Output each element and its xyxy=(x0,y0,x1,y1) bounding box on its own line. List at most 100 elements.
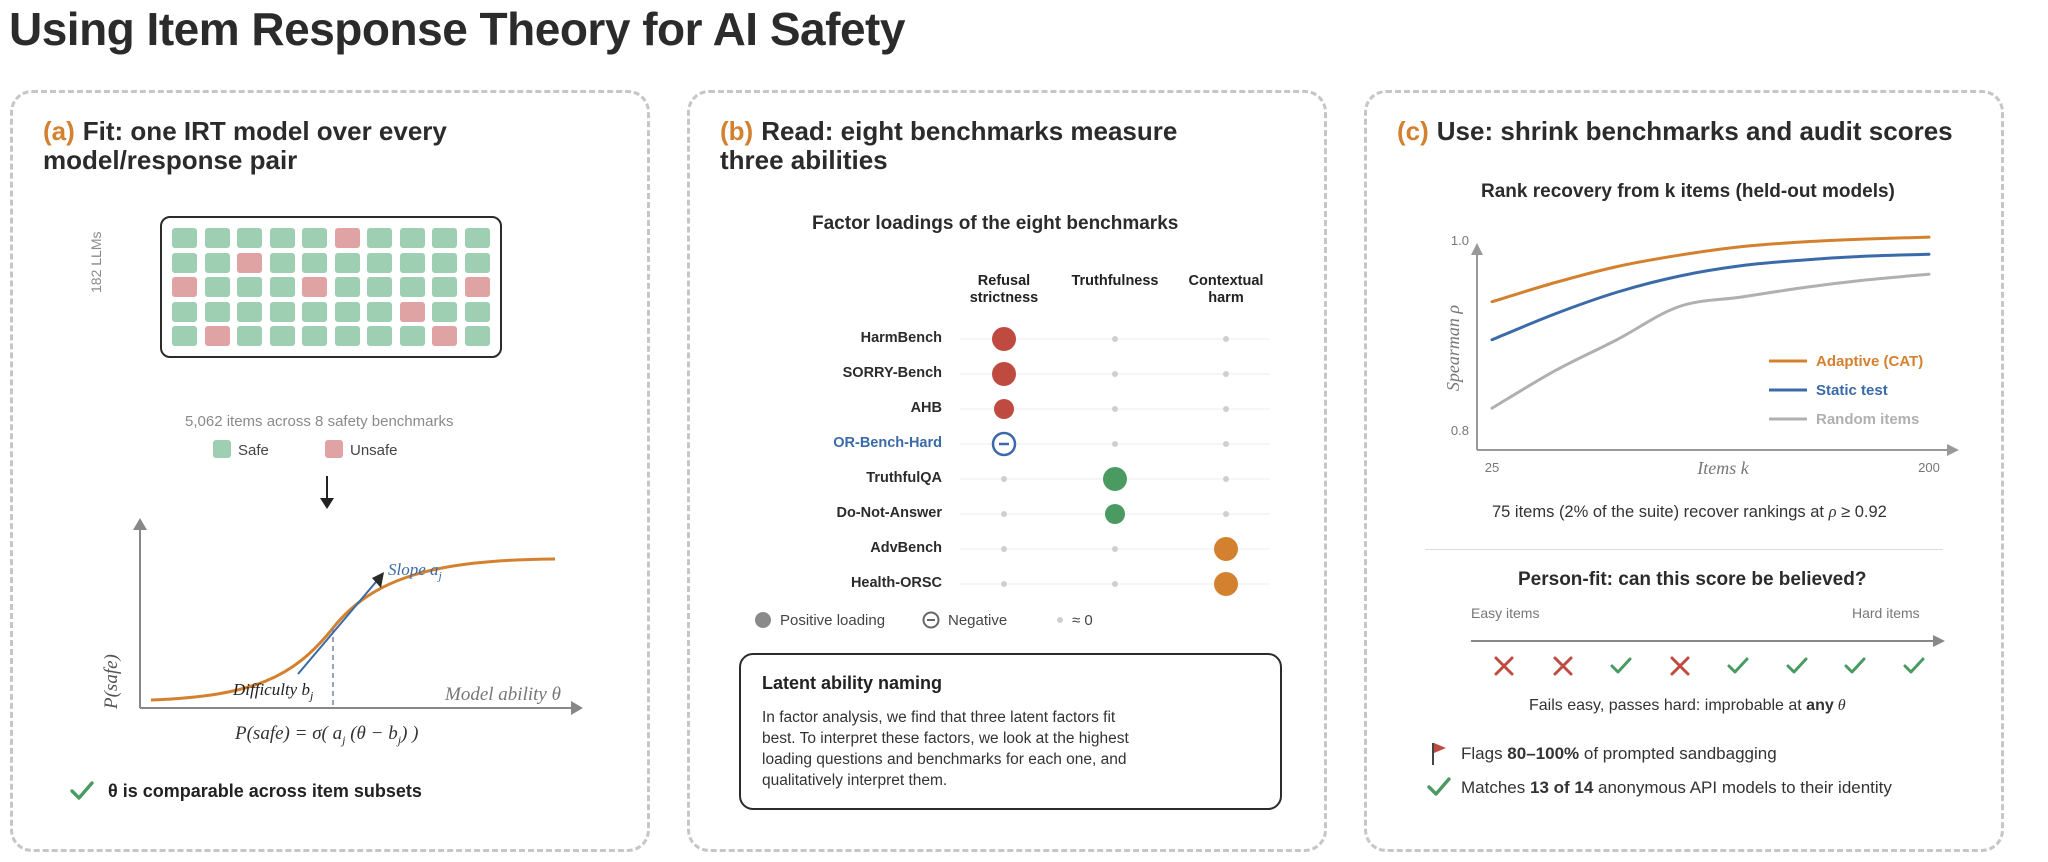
panel-c-title-text: Use: shrink benchmarks and audit scores xyxy=(1436,116,1953,146)
grid-cell-safe xyxy=(399,228,425,248)
y-tick-label: 1.0 xyxy=(1451,233,1469,248)
loading-zero-marker xyxy=(1112,546,1118,552)
grid-cell-unsafe xyxy=(172,277,197,297)
rank-recovery-chart: 1.0 0.8 25 200 Items k Spearman ρ Adaptive (CA… xyxy=(1443,233,1959,478)
legend-negative-label: Negative xyxy=(948,612,1008,629)
flag-icon xyxy=(1432,743,1446,765)
factor-column-header-line1: Contextual xyxy=(1188,273,1264,289)
loading-zero-marker xyxy=(1223,476,1229,482)
grid-cell-unsafe xyxy=(464,277,490,297)
latent-box-line: qualitatively interpret them. xyxy=(762,772,948,789)
rank-caption-post: ≥ 0.92 xyxy=(1836,503,1887,521)
panel-c-title: (c) Use: shrink benchmarks and audit scor… xyxy=(1397,117,1953,146)
x-axis-label: Items k xyxy=(1696,458,1749,478)
factor-column-header: Truthfulness xyxy=(1055,273,1175,290)
grid-cell-safe xyxy=(464,252,490,273)
legend-unsafe-swatch xyxy=(325,440,343,458)
legend-safe-swatch xyxy=(213,440,231,458)
grid-cell-unsafe xyxy=(204,326,230,346)
latent-box-line: loading questions and benchmarks for eac… xyxy=(762,751,1127,768)
benchmark-label: TruthfulQA xyxy=(866,470,942,486)
matrix-caption: 5,062 items across 8 safety benchmarks xyxy=(185,413,454,430)
grid-cell-safe xyxy=(367,277,392,297)
grid-cell-safe xyxy=(399,277,425,297)
series-line xyxy=(1490,252,1931,342)
panel-b-title-line2: three abilities xyxy=(720,145,888,175)
grid-cell-safe xyxy=(432,252,457,273)
x-tick-label: 25 xyxy=(1485,460,1499,475)
grid-cell-safe xyxy=(204,277,230,297)
loadings-markers xyxy=(960,327,1270,596)
icc-x-label: Model ability θ xyxy=(445,684,561,705)
loading-positive-marker xyxy=(1214,537,1238,561)
grid-cell-safe xyxy=(367,252,392,273)
down-arrow-icon xyxy=(320,476,334,509)
formula-sub-b: j xyxy=(397,732,402,747)
pass-check-icon xyxy=(1786,657,1807,674)
pass-check-icon xyxy=(1903,657,1924,674)
loading-zero-marker xyxy=(1001,581,1007,587)
grid-cell-unsafe xyxy=(334,228,360,248)
panel-c-label: (c) xyxy=(1397,116,1429,146)
panel-b-title-line1: Read: eight benchmarks measure xyxy=(761,116,1178,146)
legend-positive-marker xyxy=(755,612,771,628)
fail-x-icon xyxy=(1670,656,1689,676)
section-divider xyxy=(1425,549,1943,550)
loading-zero-marker xyxy=(1112,441,1118,447)
identity-match-pre: Matches xyxy=(1461,778,1530,797)
panel-a-title-line1: Fit: one IRT model over every xyxy=(82,116,447,146)
latent-box-line: In factor analysis, we find that three l… xyxy=(762,709,1116,726)
loadings-chart-title: Factor loadings of the eight benchmarks xyxy=(812,213,1179,234)
latent-box-line: best. To interpret these factors, we loo… xyxy=(762,730,1129,747)
loading-positive-marker xyxy=(992,362,1016,386)
loading-positive-marker xyxy=(1214,572,1238,596)
check-icon xyxy=(1427,777,1451,796)
factor-column-header-line2: harm xyxy=(1208,290,1244,306)
personfit-title: Person-fit: can this score be believed? xyxy=(1518,569,1867,590)
panel-a-title: (a) Fit: one IRT model over every model/r… xyxy=(43,117,447,175)
loading-zero-marker xyxy=(1112,371,1118,377)
icc-curve xyxy=(150,557,556,702)
hard-items-label: Hard items xyxy=(1852,605,1920,621)
factor-column-header-line1: Truthfulness xyxy=(1071,273,1159,289)
difficulty-axis-arrow xyxy=(1471,635,1945,647)
y-axis-label: Spearman ρ xyxy=(1443,305,1463,391)
page-title: Using Item Response Theory for AI Safety xyxy=(9,3,905,55)
rank-caption-rho: ρ xyxy=(1828,502,1837,521)
legend-label: Random items xyxy=(1816,411,1919,428)
personfit-caption-pre: Fails easy, passes hard: improbable at xyxy=(1529,697,1807,714)
difficulty-subscript: j xyxy=(309,688,314,703)
grid-cell-safe xyxy=(204,301,230,322)
grid-cell-safe xyxy=(302,228,327,248)
grid-cell-safe xyxy=(269,301,295,322)
loading-zero-marker xyxy=(1223,406,1229,412)
pass-check-icon xyxy=(1844,657,1866,674)
legend-zero-marker xyxy=(1057,617,1063,623)
grid-cell-safe xyxy=(334,252,360,273)
benchmark-label: AHB xyxy=(910,400,942,416)
rank-caption-pre: 75 items (2% of the suite) recover ranki… xyxy=(1492,503,1829,521)
grid-cell-safe xyxy=(172,301,197,322)
benchmark-label: AdvBench xyxy=(870,540,942,556)
grid-cell-safe xyxy=(237,228,262,248)
legend-label: Adaptive (CAT) xyxy=(1816,353,1923,370)
identity-match-note: Matches 13 of 14 anonymous API models to… xyxy=(1461,778,1892,798)
slope-subscript: j xyxy=(438,568,442,583)
legend-safe-label: Safe xyxy=(238,442,269,459)
y-tick-label: 0.8 xyxy=(1451,423,1469,438)
personfit-caption-bold: any xyxy=(1806,697,1834,714)
grid-cell-safe xyxy=(237,326,262,346)
difficulty-label: Difficulty bj xyxy=(233,680,313,703)
x-axis-arrow xyxy=(1947,444,1959,456)
series-line xyxy=(1490,272,1931,410)
fail-x-icon xyxy=(1553,656,1572,676)
factor-column-header: Refusal strictness xyxy=(944,273,1064,307)
formula-part3: ) ) xyxy=(401,723,419,744)
loading-positive-marker xyxy=(1103,467,1127,491)
legend-negative-marker xyxy=(922,611,940,629)
sandbagging-pre: Flags xyxy=(1461,744,1508,763)
icc-y-label: P(safe) xyxy=(101,654,122,709)
legend-positive-label: Positive loading xyxy=(780,612,886,629)
legend-unsafe-label: Unsafe xyxy=(350,442,398,459)
formula-part1: P(safe) = σ( a xyxy=(235,723,343,744)
